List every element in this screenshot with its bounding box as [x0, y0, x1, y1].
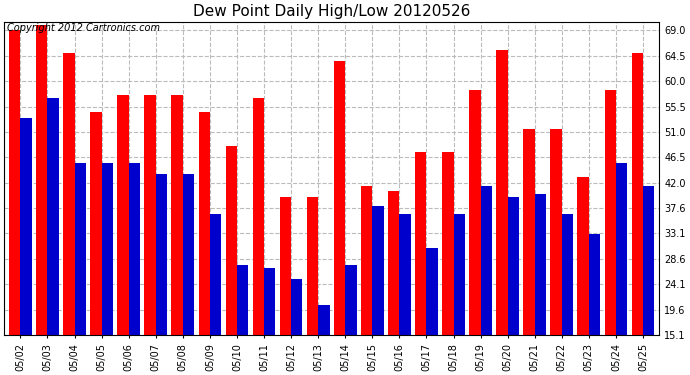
- Bar: [643, 186, 654, 335]
- Bar: [101, 163, 113, 335]
- Bar: [535, 194, 546, 335]
- Bar: [616, 163, 627, 335]
- Bar: [199, 112, 210, 335]
- Bar: [117, 95, 128, 335]
- Bar: [128, 163, 140, 335]
- Bar: [183, 174, 194, 335]
- Bar: [318, 304, 330, 335]
- Bar: [334, 62, 345, 335]
- Bar: [226, 146, 237, 335]
- Bar: [171, 95, 183, 335]
- Bar: [21, 118, 32, 335]
- Bar: [90, 112, 101, 335]
- Bar: [415, 152, 426, 335]
- Bar: [307, 197, 318, 335]
- Bar: [551, 129, 562, 335]
- Title: Dew Point Daily High/Low 20120526: Dew Point Daily High/Low 20120526: [193, 4, 471, 19]
- Bar: [426, 248, 437, 335]
- Bar: [361, 186, 373, 335]
- Bar: [469, 90, 480, 335]
- Bar: [373, 206, 384, 335]
- Bar: [631, 53, 643, 335]
- Bar: [36, 24, 48, 335]
- Bar: [508, 197, 519, 335]
- Bar: [523, 129, 535, 335]
- Bar: [442, 152, 453, 335]
- Bar: [388, 191, 400, 335]
- Bar: [400, 214, 411, 335]
- Bar: [589, 234, 600, 335]
- Bar: [279, 197, 291, 335]
- Bar: [345, 265, 357, 335]
- Text: Copyright 2012 Cartronics.com: Copyright 2012 Cartronics.com: [8, 23, 161, 33]
- Bar: [63, 53, 75, 335]
- Bar: [291, 279, 302, 335]
- Bar: [264, 268, 275, 335]
- Bar: [144, 95, 156, 335]
- Bar: [562, 214, 573, 335]
- Bar: [156, 174, 167, 335]
- Bar: [578, 177, 589, 335]
- Bar: [253, 98, 264, 335]
- Bar: [604, 90, 616, 335]
- Bar: [48, 98, 59, 335]
- Bar: [237, 265, 248, 335]
- Bar: [75, 163, 86, 335]
- Bar: [480, 186, 492, 335]
- Bar: [453, 214, 465, 335]
- Bar: [210, 214, 221, 335]
- Bar: [496, 50, 508, 335]
- Bar: [9, 30, 21, 335]
